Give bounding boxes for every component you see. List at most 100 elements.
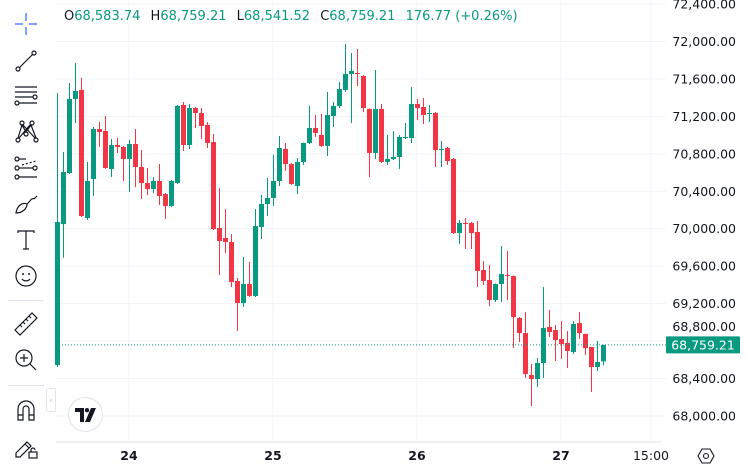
candle-down: [475, 220, 480, 287]
time-tick-label: 27: [552, 448, 569, 463]
candle-down: [121, 145, 126, 181]
candle-body: [373, 108, 378, 153]
candle-down: [463, 217, 468, 249]
fib-retracement-tool[interactable]: [9, 81, 43, 111]
gear-icon[interactable]: [697, 447, 715, 465]
candle-body: [397, 136, 402, 158]
candle-body: [133, 143, 138, 168]
candle-body: [157, 180, 162, 196]
candle-down: [223, 208, 228, 253]
candle-up: [541, 286, 546, 378]
candle-down: [577, 311, 582, 340]
lock-drawings-tool[interactable]: [9, 432, 43, 462]
price-tick-label: 70,800.00: [672, 146, 736, 161]
candle-down: [433, 111, 438, 168]
high-label: H: [150, 9, 161, 24]
candle-body: [97, 129, 102, 133]
candle-body: [223, 237, 228, 243]
price-tick-label: 72,400.00: [672, 0, 736, 12]
candle-down: [547, 310, 552, 337]
candle-up: [67, 83, 72, 174]
zoom-in-tool[interactable]: [9, 345, 43, 375]
candle-up: [601, 344, 606, 366]
candle-up: [277, 136, 282, 187]
chevron-left-icon: ‹: [49, 395, 53, 405]
drawing-toolbar: [0, 0, 52, 470]
candle-body: [283, 148, 288, 165]
candle-body: [229, 242, 234, 283]
candle-body: [427, 112, 432, 115]
toolbar-divider: [8, 300, 44, 301]
candle-body: [481, 270, 486, 281]
price-axis[interactable]: 72,400.00 72,000.00 71,600.00 71,200.00 70,8…: [666, 0, 740, 424]
collapse-toolbar-button[interactable]: ‹: [46, 388, 56, 412]
candle-body: [385, 158, 390, 162]
tradingview-logo[interactable]: [68, 397, 103, 432]
candle-body: [469, 223, 474, 234]
crosshair-tool[interactable]: [9, 9, 43, 39]
last-price-label: 68,759.21: [671, 337, 735, 352]
pattern-tool[interactable]: [9, 116, 43, 146]
candle-down: [559, 320, 564, 359]
candle-up: [253, 208, 258, 297]
candle-body: [505, 274, 510, 277]
candle-body: [511, 276, 516, 318]
candle-body: [217, 227, 222, 241]
candle-down: [205, 121, 210, 149]
candle-down: [445, 146, 450, 165]
candle-body: [109, 145, 114, 169]
forecast-icon: [14, 156, 38, 180]
candle-body: [391, 157, 396, 159]
emoji-tool[interactable]: [9, 261, 43, 291]
candle-up: [241, 257, 246, 308]
candle-body: [85, 180, 90, 218]
forecast-tool[interactable]: [9, 153, 43, 183]
candle-up: [73, 62, 78, 124]
candle-down: [211, 133, 216, 231]
trend-line-icon: [15, 50, 37, 72]
candle-down: [181, 101, 186, 152]
candle-body: [181, 105, 186, 146]
candle-body: [301, 142, 306, 162]
candle-body: [529, 374, 534, 380]
candle-up: [307, 105, 312, 144]
trend-line-tool[interactable]: [9, 46, 43, 76]
price-tick-label: 68,800.00: [672, 319, 736, 334]
candle-body: [313, 127, 318, 134]
candle-up: [349, 52, 354, 124]
candle-body: [163, 193, 168, 206]
candle-body: [553, 330, 558, 340]
candle-body: [289, 164, 294, 184]
candle-up: [385, 134, 390, 165]
candle-down: [487, 264, 492, 306]
candle-down: [553, 324, 558, 362]
candle-body: [355, 73, 360, 75]
candle-up: [301, 142, 306, 165]
candle-up: [265, 177, 270, 216]
candle-body: [325, 114, 330, 146]
price-tick-label: 69,200.00: [672, 296, 736, 311]
candle-down: [145, 167, 150, 196]
candle-body: [151, 180, 156, 190]
candle-down: [529, 364, 534, 406]
time-axis[interactable]: 24 25 26 27 15:00: [120, 448, 669, 463]
candle-body: [205, 124, 210, 143]
candle-body: [547, 326, 552, 333]
candle-down: [319, 114, 324, 147]
high-value: 68,759.21: [160, 9, 227, 24]
candle-up: [409, 86, 414, 143]
candle-down: [469, 221, 474, 249]
candle-body: [577, 323, 582, 334]
candle-body: [493, 283, 498, 300]
candle-body: [463, 223, 468, 225]
magnet-tool[interactable]: [9, 395, 43, 425]
candle-up: [343, 43, 348, 93]
candle-body: [265, 198, 270, 205]
emoji-icon: [15, 265, 37, 287]
text-tool[interactable]: [9, 225, 43, 255]
brush-tool[interactable]: [9, 190, 43, 220]
measure-tool[interactable]: [9, 309, 43, 339]
candle-down: [313, 114, 318, 137]
candle-body: [415, 104, 420, 109]
